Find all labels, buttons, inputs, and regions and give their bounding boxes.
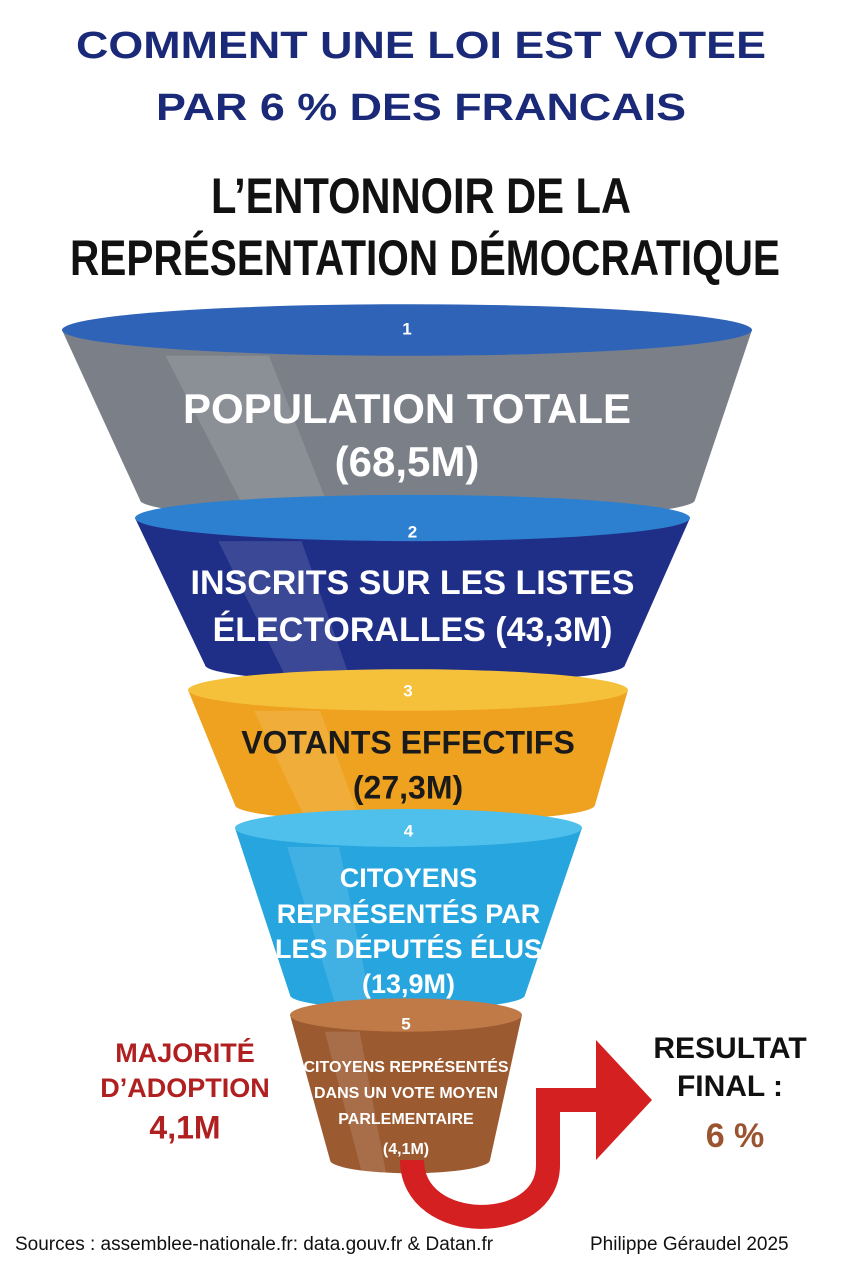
- stage-number: 2: [408, 522, 417, 541]
- stage-shade: [165, 355, 335, 522]
- stage-label: INSCRITS SUR LES LISTES: [191, 564, 635, 602]
- stage-shade: [287, 846, 373, 1010]
- stage-label: DANS UN VOTE MOYEN: [314, 1085, 498, 1102]
- funnel: 1 POPULATION TOTALE (68,5M) 2 INSCRITS SUR L…: [62, 304, 752, 1174]
- stage-label: REPRÉSENTÉS PAR: [277, 898, 541, 929]
- stage-label: VOTANTS EFFECTIFS: [241, 724, 575, 760]
- stage-shade: [218, 541, 352, 684]
- stage-shade: [254, 710, 361, 823]
- subtitle: L’ENTONNOIR DE LA: [211, 168, 631, 224]
- arrow-shaft: [400, 1088, 600, 1229]
- stage-top: [135, 494, 690, 542]
- funnel-stage: [290, 1015, 522, 1174]
- stage-number: 1: [402, 319, 411, 338]
- stage-label: (13,9M): [362, 969, 455, 999]
- result-label: FINAL :: [677, 1070, 783, 1103]
- arrow-head: [596, 1040, 652, 1160]
- stage-top: [188, 669, 628, 711]
- author: Philippe Géraudel 2025: [590, 1234, 789, 1255]
- result-label: RESULTAT: [653, 1032, 806, 1065]
- left-note: 4,1M: [149, 1109, 220, 1145]
- stage-label: (27,3M): [353, 769, 463, 805]
- stage-number: 3: [403, 681, 412, 700]
- stage-label: CITOYENS: [340, 863, 478, 893]
- left-note: D’ADOPTION: [100, 1073, 270, 1103]
- funnel-stage: [235, 828, 582, 1010]
- stage-number: 5: [401, 1014, 410, 1033]
- stage-label: LES DÉPUTÉS ÉLUS: [275, 933, 542, 964]
- left-note: MAJORITÉ: [115, 1037, 255, 1068]
- result-value: 6 %: [706, 1117, 765, 1155]
- stage-top: [235, 809, 582, 847]
- title: COMMENT UNE LOI EST VOTEE: [76, 25, 766, 67]
- stage-label: CITOYENS REPRÉSENTÉS: [303, 1057, 508, 1076]
- funnel-stage: [135, 518, 690, 684]
- subtitle: REPRÉSENTATION DÉMOCRATIQUE: [70, 230, 780, 286]
- funnel-stage: [62, 330, 752, 522]
- funnel-stage: [188, 690, 628, 823]
- stage-label: POPULATION TOTALE: [183, 385, 631, 432]
- stage-top: [290, 998, 522, 1032]
- stage-label: PARLEMENTAIRE: [338, 1111, 474, 1128]
- title: PAR 6 % DES FRANCAIS: [156, 87, 686, 129]
- stage-label: ÉLECTORALLES (43,3M): [213, 611, 613, 649]
- stage-number: 4: [404, 821, 414, 840]
- sources: Sources : assemblee-nationale.fr: data.g…: [15, 1234, 494, 1255]
- arrow: [400, 1040, 652, 1229]
- stage-top: [62, 304, 752, 356]
- stage-shade: [324, 1031, 386, 1174]
- stage-label: (68,5M): [335, 438, 480, 485]
- stage-label: (4,1M): [383, 1141, 429, 1158]
